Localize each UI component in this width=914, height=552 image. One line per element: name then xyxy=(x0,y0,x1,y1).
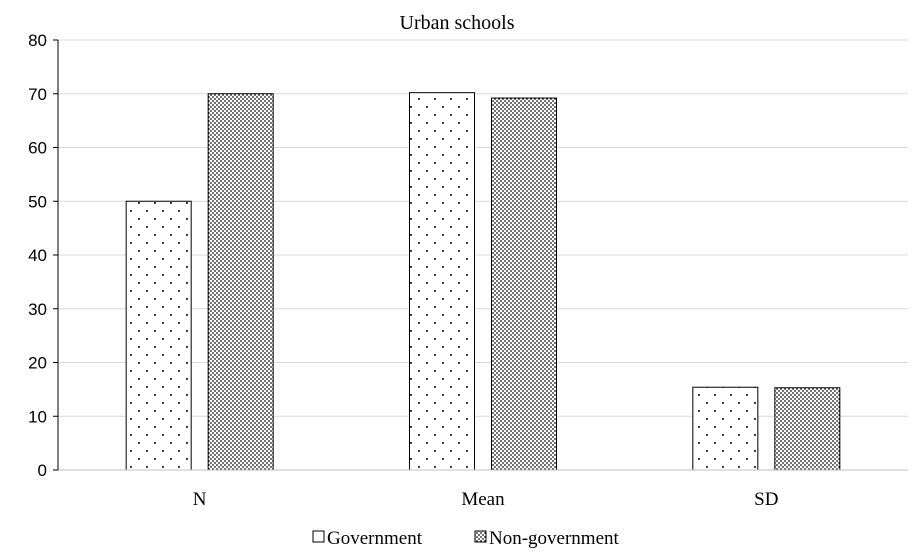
legend-swatch-government xyxy=(312,530,325,543)
bars xyxy=(125,92,841,471)
y-tick-label: 50 xyxy=(28,192,47,211)
x-category-label: SD xyxy=(754,489,778,510)
y-tick-label: 10 xyxy=(28,407,47,426)
legend-label-non-government: Non-government xyxy=(489,528,620,549)
bar-government-sd xyxy=(692,386,759,471)
y-tick-label: 0 xyxy=(38,461,47,480)
y-tick-label: 80 xyxy=(28,31,47,50)
bar-government-n xyxy=(125,200,192,471)
bar-government-mean xyxy=(409,92,475,471)
gridlines xyxy=(58,39,908,417)
y-tick-label: 60 xyxy=(28,139,47,158)
y-tick-label: 70 xyxy=(28,85,47,104)
legend: Government Non-government xyxy=(312,528,620,549)
y-tick-label: 40 xyxy=(28,246,47,265)
bar-non-government-sd xyxy=(774,387,841,471)
x-axis-categories: N Mean SD xyxy=(193,489,779,510)
y-tick-label: 30 xyxy=(28,300,47,319)
bar-non-government-n xyxy=(207,93,274,471)
legend-label-government: Government xyxy=(327,528,423,549)
chart-title: Urban schools xyxy=(400,12,515,34)
legend-swatch-non-government xyxy=(474,530,487,543)
y-axis-ticks: 0 10 20 30 40 50 60 70 80 xyxy=(28,31,58,480)
x-category-label: N xyxy=(193,489,207,510)
x-category-label: Mean xyxy=(461,489,505,510)
bar-non-government-mean xyxy=(491,97,557,471)
y-tick-label: 20 xyxy=(28,354,47,373)
